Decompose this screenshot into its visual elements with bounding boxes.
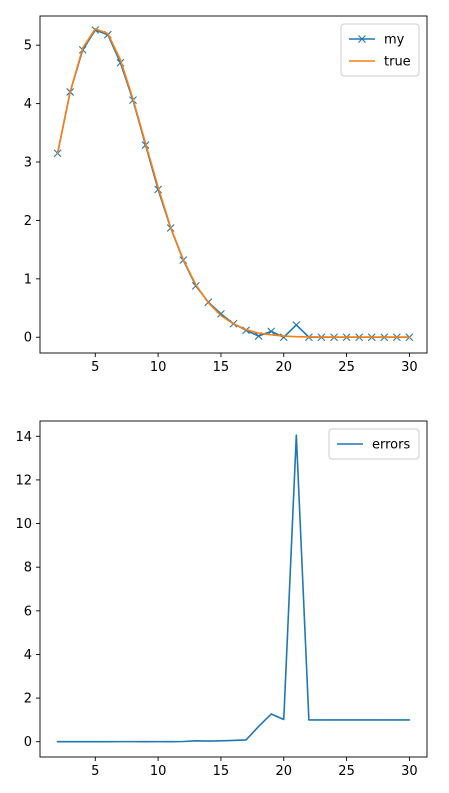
y-tick-label: 12 <box>15 473 32 488</box>
bottom-chart: 5 10 15 20 25 30 0 2 4 6 8 10 12 14 errors <box>15 420 428 779</box>
y-tick-label: 4 <box>24 97 32 112</box>
y-tick-label: 6 <box>24 604 32 619</box>
x-tick-label: 10 <box>150 360 167 375</box>
data-point-my <box>292 321 301 329</box>
y-tick-label: 3 <box>24 156 32 171</box>
legend-label-errors: errors <box>372 438 410 453</box>
x-tick-label: 25 <box>338 764 355 779</box>
y-tick-label: 0 <box>24 735 32 750</box>
y-tick-label: 8 <box>24 561 32 576</box>
legend-label-true: true <box>384 55 411 70</box>
series-line-errors <box>56 434 411 743</box>
x-tick-label: 20 <box>275 764 292 779</box>
x-tick-label: 20 <box>275 360 292 375</box>
x-tick-label: 30 <box>401 360 418 375</box>
x-tick-label: 15 <box>213 360 230 375</box>
plot-frame <box>39 420 428 758</box>
y-tick-label: 2 <box>24 214 32 229</box>
legend-marker-my <box>358 35 366 43</box>
y-tick-label: 10 <box>15 517 32 532</box>
x-tick-label: 5 <box>91 764 99 779</box>
y-tick-label: 14 <box>15 430 32 445</box>
plot-frame <box>39 15 428 354</box>
x-tick-label: 5 <box>91 360 99 375</box>
top-chart: 5 10 15 20 25 30 0 1 2 3 4 5 my true <box>24 15 428 375</box>
y-tick-label: 2 <box>24 692 32 707</box>
data-point-my <box>279 333 288 342</box>
y-tick-label: 5 <box>24 39 32 54</box>
x-tick-label: 30 <box>401 764 418 779</box>
y-tick-label: 0 <box>24 331 32 346</box>
x-tick-label: 10 <box>150 764 167 779</box>
legend-label-my: my <box>384 33 405 48</box>
x-tick-label: 15 <box>213 764 230 779</box>
y-tick-label: 4 <box>24 648 32 663</box>
data-point-my <box>267 327 276 336</box>
y-tick-label: 1 <box>24 272 32 287</box>
legend-box <box>328 428 420 460</box>
x-tick-label: 25 <box>338 360 355 375</box>
series-line-true <box>56 28 411 339</box>
